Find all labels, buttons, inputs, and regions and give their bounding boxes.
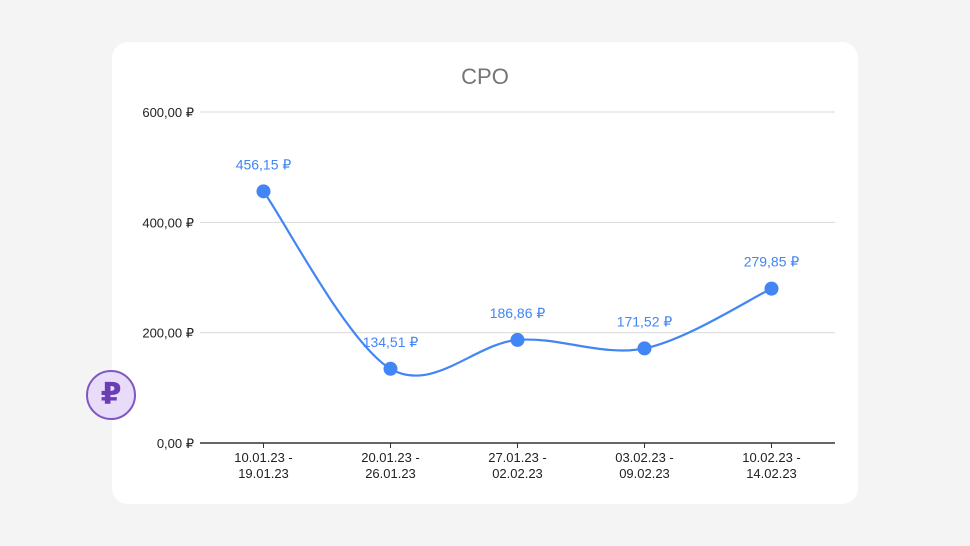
x-tick-label: 27.01.23 -02.02.23 [488, 450, 547, 481]
series-line [262, 190, 772, 377]
x-tick-label: 10.01.23 -19.01.23 [234, 450, 293, 481]
chart-title: CPO [461, 64, 509, 89]
data-label: 279,85 ₽ [744, 254, 800, 270]
ruble-icon: ₽ [100, 377, 122, 412]
y-tick-label: 600,00 ₽ [142, 105, 194, 120]
ruble-badge: ₽ [86, 370, 136, 420]
chart-card [112, 42, 858, 504]
data-point [637, 341, 652, 356]
y-tick-label: 0,00 ₽ [157, 436, 194, 451]
data-label: 134,51 ₽ [363, 334, 419, 350]
y-tick-label: 400,00 ₽ [142, 215, 194, 230]
data-point [510, 332, 525, 347]
data-label: 456,15 ₽ [236, 156, 292, 172]
data-point [256, 184, 271, 199]
x-tick-label: 03.02.23 -09.02.23 [615, 450, 674, 481]
x-tick-label: 20.01.23 -26.01.23 [361, 450, 420, 481]
data-point [383, 361, 398, 376]
data-label: 186,86 ₽ [490, 305, 546, 321]
data-point [764, 281, 779, 296]
x-tick-label: 10.02.23 -14.02.23 [742, 450, 801, 481]
data-label: 171,52 ₽ [617, 313, 673, 329]
y-tick-label: 200,00 ₽ [142, 326, 194, 341]
